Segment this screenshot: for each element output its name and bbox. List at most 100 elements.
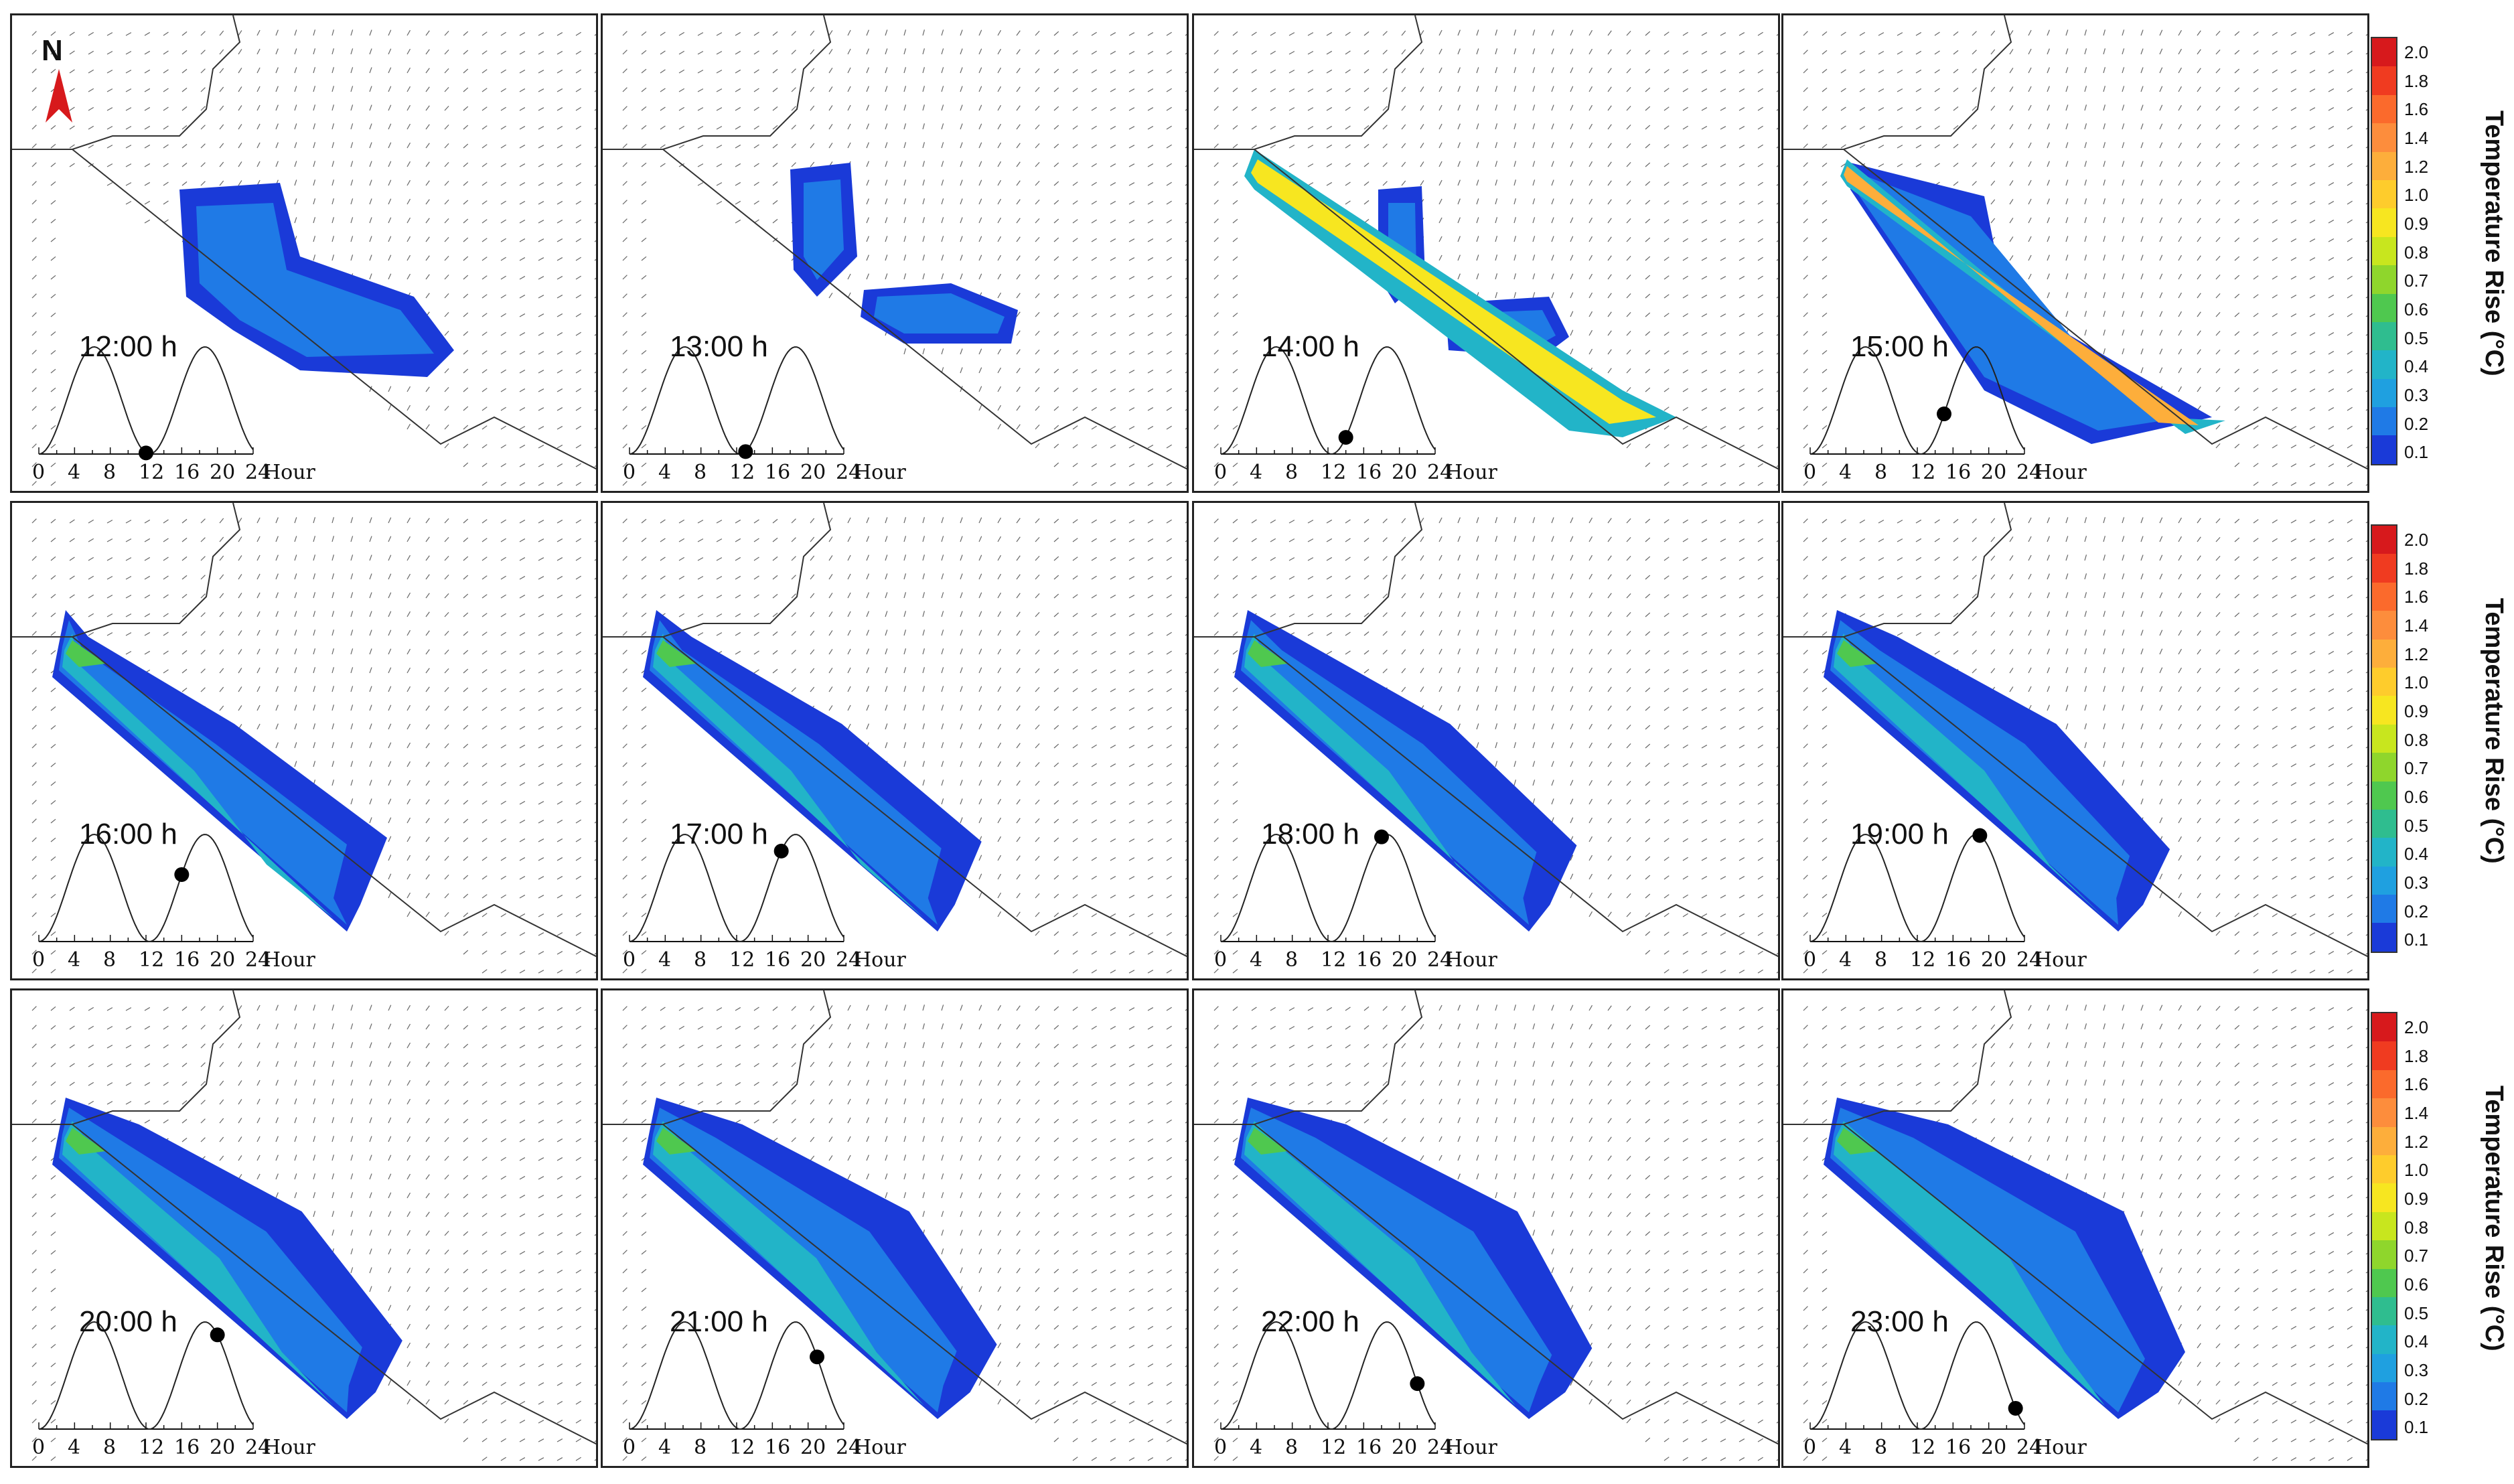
hour-tick-label: 0	[623, 461, 636, 484]
plume-contour	[196, 203, 434, 357]
hour-axis-label: Hour	[2035, 461, 2087, 484]
hour-tick-label: 0	[623, 948, 636, 972]
tide-curve-inset	[629, 833, 844, 942]
hour-tick-label: 12	[139, 461, 165, 484]
coastline	[12, 990, 596, 1445]
hour-tick-label: 8	[1874, 1436, 1888, 1459]
colorbar-level-label: 0.4	[2404, 844, 2429, 865]
map-panel: 17:00 h 0 4 8 12 16 20 24 Hour	[601, 501, 1189, 980]
map-panel: 13:00 h 0 4 8 12 16 20 24 Hour	[601, 13, 1189, 493]
time-label: 13:00 h	[670, 330, 768, 363]
map-panel: 19:00 h 0 4 8 12 16 20 24 Hour	[1781, 501, 2369, 980]
tide-curve-inset	[1220, 346, 1436, 455]
colorbar-level-label: 0.3	[2404, 1360, 2429, 1380]
colorbar-level-label: 1.0	[2404, 185, 2429, 206]
tide-curve-inset	[38, 833, 254, 942]
hour-tick-label: 24	[245, 1436, 271, 1459]
hour-tick-label: 16	[765, 948, 791, 972]
coastline	[603, 15, 1187, 470]
tide-position-dot	[1937, 406, 1951, 422]
coastline	[603, 990, 1187, 1445]
plume-contour	[1837, 640, 1877, 667]
hour-tick-label: 12	[1321, 461, 1347, 484]
colorbar-level-label: 0.1	[2404, 930, 2429, 950]
hour-tick-label: 0	[1803, 1436, 1817, 1459]
colorbar-level-label: 0.2	[2404, 901, 2429, 921]
tide-curve-inset	[38, 346, 254, 461]
hour-tick-label: 0	[1214, 1436, 1228, 1459]
colorbar-swatch	[2372, 923, 2396, 952]
hour-tick-label: 8	[1874, 948, 1888, 972]
plume-contour	[62, 1121, 334, 1406]
colorbar-swatch	[2372, 526, 2396, 554]
hour-axis-label: Hour	[854, 1436, 906, 1459]
tide-curve-inset	[629, 1321, 844, 1430]
hour-tick-label: 24	[836, 461, 862, 484]
tide-curve-inset	[1220, 1321, 1436, 1430]
hour-tick-label: 12	[1321, 948, 1347, 972]
hour-tick-label: 12	[139, 1436, 165, 1459]
colorbar-swatch	[2372, 123, 2396, 152]
colorbar-level-label: 0.9	[2404, 1189, 2429, 1209]
colorbar-level-label: 1.2	[2404, 156, 2429, 177]
colorbar-swatch	[2372, 554, 2396, 583]
colorbar-swatch	[2372, 1098, 2396, 1127]
hour-tick-label: 0	[32, 948, 46, 972]
colorbar-level-label: 0.7	[2404, 758, 2429, 779]
hour-tick-label: 8	[1285, 461, 1299, 484]
map-panel: 21:00 h 0 4 8 12 16 20 24 Hour	[601, 988, 1189, 1468]
colorbar-swatch	[2372, 1240, 2396, 1269]
colorbar-level-label: 1.8	[2404, 70, 2429, 91]
time-label: 17:00 h	[670, 818, 768, 850]
coastline	[12, 503, 596, 958]
time-label: 23:00 h	[1850, 1305, 1949, 1338]
plume-contour	[653, 1121, 924, 1406]
tide-curve-inset	[1809, 346, 2025, 455]
colorbar-swatch	[2372, 1069, 2396, 1099]
hour-tick-label: 4	[1839, 948, 1852, 972]
colorbar	[2371, 1012, 2397, 1440]
tide-position-dot	[210, 1327, 225, 1343]
tide-curve-inset	[629, 346, 844, 459]
hour-tick-label: 4	[1250, 461, 1263, 484]
plume-contour	[1251, 159, 1656, 424]
hour-tick-label: 8	[694, 1436, 707, 1459]
tide-position-dot	[2008, 1400, 2023, 1416]
hour-tick-label: 24	[2016, 1436, 2043, 1459]
hour-tick-label: 16	[765, 1436, 791, 1459]
colorbar-level-label: 2.0	[2404, 42, 2429, 62]
hour-tick-label: 4	[68, 461, 81, 484]
colorbar-level-label: 0.9	[2404, 214, 2429, 234]
hour-tick-label: 16	[1945, 948, 1972, 972]
hour-tick-label: 4	[68, 1436, 81, 1459]
colorbar-level-label: 0.4	[2404, 1331, 2429, 1352]
tide-position-dot	[174, 867, 190, 882]
hour-axis-label: Hour	[2035, 1436, 2087, 1459]
hour-tick-label: 4	[1839, 461, 1852, 484]
colorbar-swatch	[2372, 639, 2396, 668]
colorbar-swatch	[2372, 350, 2396, 379]
tide-curve-inset	[1220, 829, 1436, 942]
hour-tick-label: 24	[1427, 1436, 1453, 1459]
hour-axis-label: Hour	[1445, 461, 1497, 484]
hour-tick-label: 20	[210, 461, 236, 484]
colorbar-level-label: 0.5	[2404, 1303, 2429, 1323]
colorbar-swatch	[2372, 753, 2396, 782]
hour-tick-label: 20	[800, 1436, 826, 1459]
hour-tick-label: 20	[800, 461, 826, 484]
coastline	[12, 15, 596, 470]
colorbar-swatch	[2372, 265, 2396, 294]
colorbar-swatch	[2372, 1155, 2396, 1184]
hour-tick-label: 20	[1392, 948, 1418, 972]
map-panel: 12:00 h 0 4 8 12 16 20 24 Hour N	[10, 13, 598, 493]
colorbar-swatch	[2372, 838, 2396, 867]
tide-position-dot	[738, 444, 753, 459]
map-panel: 15:00 h 0 4 8 12 16 20 24 Hour	[1781, 13, 2369, 493]
colorbar-swatch	[2372, 1126, 2396, 1155]
colorbar-level-label: 1.2	[2404, 644, 2429, 664]
coastline	[1194, 503, 1778, 958]
colorbar-title: Temperature Rise (°C)	[2480, 598, 2508, 864]
colorbar-swatch	[2372, 582, 2396, 611]
hour-tick-label: 12	[729, 1436, 755, 1459]
colorbar-level-label: 0.5	[2404, 327, 2429, 348]
